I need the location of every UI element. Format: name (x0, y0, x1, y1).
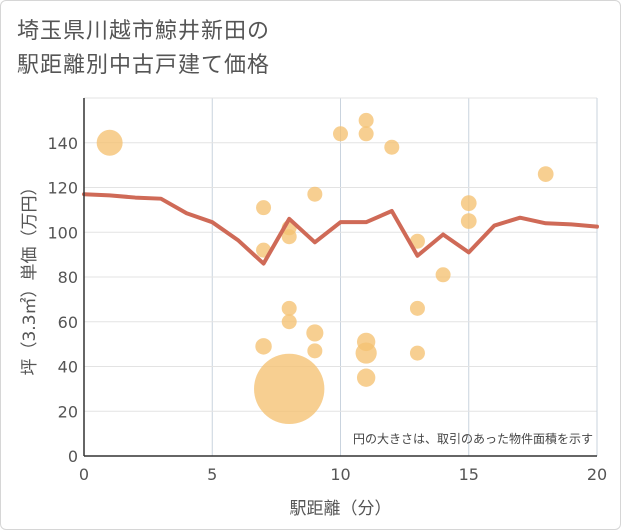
y-tick-label: 140 (47, 134, 78, 153)
bubble-point (355, 342, 377, 364)
bubble-point (460, 213, 477, 229)
bubble-series (96, 112, 554, 425)
y-tick-label: 20 (58, 402, 78, 421)
bubble-point (255, 338, 272, 355)
bubble-point (281, 314, 297, 330)
y-tick-label: 80 (58, 268, 78, 287)
bubble-point (254, 353, 325, 425)
y-tick-label: 0 (68, 447, 78, 466)
bubble-point (384, 139, 400, 155)
bubble-point (537, 166, 554, 182)
trend-line-series (82, 192, 599, 266)
bubble-point (358, 112, 374, 128)
bubble-point (306, 324, 324, 342)
y-axis-label: 坪（3.3㎡）単価（万円） (20, 178, 40, 375)
bubble-point (256, 200, 272, 216)
bubble-point (307, 343, 323, 359)
axes: 0 5 10 15 20 0 20 40 60 80 100 120 140 (47, 98, 607, 484)
bubble-point (333, 126, 348, 142)
chart-title-line1: 埼玉県川越市鯨井新田の (17, 19, 271, 44)
bubble-point (281, 229, 297, 245)
bubble-point (96, 129, 123, 156)
x-tick-label: 10 (330, 465, 350, 484)
bubble-point (409, 233, 425, 249)
bubble-point (307, 186, 323, 202)
bubble-point (356, 368, 376, 387)
y-tick-label: 40 (58, 358, 78, 377)
bubble-point (435, 267, 451, 283)
bubble-size-note: 円の大きさは、取引のあった物件面積を示す (353, 431, 593, 446)
x-axis-label: 駅距離（分） (290, 499, 392, 519)
bubble-point (460, 195, 477, 212)
bubble-point (358, 126, 374, 142)
grid-lines (84, 97, 598, 456)
bubble-point (281, 300, 297, 316)
y-tick-label: 60 (58, 313, 78, 332)
average-price-line (82, 192, 599, 266)
bubble-point (409, 300, 425, 316)
bubble-point (409, 345, 425, 361)
y-tick-label: 120 (47, 179, 78, 198)
chart-title-line2: 駅距離別中古戸建て価格 (17, 53, 271, 78)
x-tick-label: 15 (459, 465, 479, 484)
x-tick-label: 5 (207, 465, 217, 484)
x-tick-label: 0 (79, 465, 89, 484)
x-tick-label: 20 (587, 465, 607, 484)
chart-title: 埼玉県川越市鯨井新田の 駅距離別中古戸建て価格 (17, 15, 270, 83)
y-tick-label: 100 (47, 223, 78, 242)
